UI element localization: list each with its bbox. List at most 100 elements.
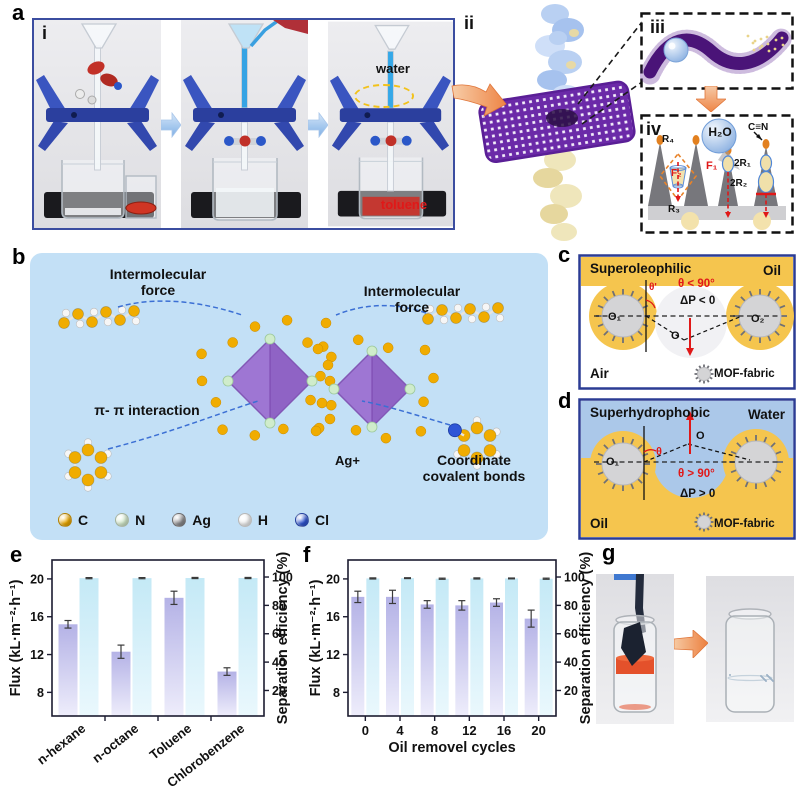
polymer-blob	[540, 204, 568, 224]
tick-label: 20	[564, 684, 578, 698]
atom	[68, 451, 82, 464]
atom	[470, 451, 484, 465]
fiber-spikes	[774, 296, 780, 302]
carbon-dot	[419, 344, 431, 356]
water-annotation: water	[376, 61, 410, 76]
carbon-dot	[418, 396, 429, 408]
pour-bottle	[273, 20, 308, 34]
clamp-arm	[185, 121, 215, 151]
panel-g-label: g	[602, 540, 616, 565]
fiber-spikes	[637, 444, 643, 450]
carbon-dot	[428, 372, 439, 384]
tick-label: n-hexane	[34, 721, 88, 768]
fiber-spikes	[748, 290, 753, 297]
toluene-liquid	[362, 196, 420, 216]
red-oil-dish	[125, 201, 157, 215]
bar-flux-12	[455, 605, 469, 716]
fiber-spikes	[734, 323, 741, 328]
atom-legend: C N Ag H Cl	[58, 513, 329, 527]
spike-wetting-model-schematic	[640, 114, 794, 234]
tick-label: Toluene	[147, 721, 195, 763]
bar-efficiency-16	[505, 578, 518, 716]
silver-dot-icon	[172, 513, 187, 527]
h-atom	[425, 304, 435, 314]
fiber-spikes	[611, 438, 616, 445]
atom	[450, 312, 462, 324]
theta-label: θ	[656, 446, 662, 458]
water-droplet	[663, 37, 689, 63]
carbon-dot	[249, 321, 261, 332]
carbon-dot	[380, 432, 392, 444]
speckle	[746, 34, 750, 38]
f1-arrow-head	[725, 212, 731, 218]
photo-separated-phases	[328, 21, 453, 227]
cl-atom	[448, 423, 462, 438]
mesh-hole	[546, 109, 578, 127]
dashed-connector	[577, 21, 643, 105]
bar-efficiency-n-hexane	[79, 578, 99, 716]
arrow-right-icon	[161, 112, 181, 138]
speckle	[758, 46, 762, 50]
atom	[100, 306, 112, 318]
fiber-spikes	[709, 368, 713, 372]
angle-arc	[643, 449, 657, 453]
superoleophilic-schematic	[578, 254, 796, 390]
carbon-dot	[350, 425, 362, 436]
pore-2r2	[757, 170, 775, 194]
result-arrow-icon	[674, 630, 708, 658]
fiber-spikes	[698, 513, 702, 517]
molecular-interaction-diagram	[30, 253, 548, 540]
fiber-spikes	[706, 527, 710, 531]
speckle	[751, 41, 755, 45]
bar-efficiency-Toluene	[185, 578, 205, 716]
carbon-dot	[210, 397, 222, 408]
polymer-blob	[551, 223, 577, 241]
fiber-spikes	[695, 376, 699, 380]
beaker	[61, 160, 125, 219]
legend-label: Ag	[192, 512, 211, 528]
red-clamp-knob	[87, 61, 105, 75]
tick-label: 20	[30, 572, 44, 586]
n-atom	[366, 421, 378, 433]
chlorine-dot-icon	[295, 513, 310, 527]
fiber-spikes	[709, 376, 713, 380]
fiber-spikes	[779, 323, 786, 328]
fiber-spikes	[763, 481, 768, 488]
clamp-arm	[419, 121, 450, 151]
panel-a-sub-i-label: i	[42, 23, 48, 43]
carbon-dot	[217, 424, 228, 435]
bar-efficiency-0	[366, 578, 380, 716]
octahedron-facet	[372, 351, 410, 427]
red-oil-layer	[616, 658, 654, 674]
speckle	[774, 38, 778, 42]
plot-frame	[347, 559, 557, 717]
ag-plus-label: Ag+	[335, 453, 360, 468]
bar-flux-16	[490, 602, 503, 716]
speckle	[760, 44, 764, 48]
fiber-spike	[648, 142, 672, 206]
contact-angle-condition: θ > 90°	[678, 468, 715, 480]
pour-stream	[249, 20, 281, 48]
fiber-circle	[697, 515, 711, 529]
photo-pouring-mixture	[181, 20, 308, 228]
h-atom	[131, 316, 141, 326]
oil-region	[581, 257, 793, 286]
carbon-dot	[227, 337, 238, 348]
cn-pointer-head	[756, 134, 762, 140]
glass-funnel	[374, 24, 410, 50]
contact-dashed	[645, 315, 685, 341]
clamp-arm	[129, 75, 159, 112]
polymer-blob	[550, 184, 582, 208]
contact-dashed	[683, 315, 743, 341]
speckle	[759, 37, 763, 41]
speckle	[752, 48, 756, 52]
bubble-speckle	[760, 675, 762, 677]
carbon-dot	[196, 375, 208, 387]
bar-efficiency-Chlorobenzene	[238, 578, 258, 716]
white-knob	[75, 89, 85, 99]
panel-ii-label: ii	[464, 13, 475, 33]
step-arrow-icon	[161, 112, 181, 138]
stopcock-knob	[224, 136, 234, 146]
fiber-spikes	[748, 335, 753, 342]
intermolecular-force-left-label: Intermolecular force	[109, 266, 207, 299]
